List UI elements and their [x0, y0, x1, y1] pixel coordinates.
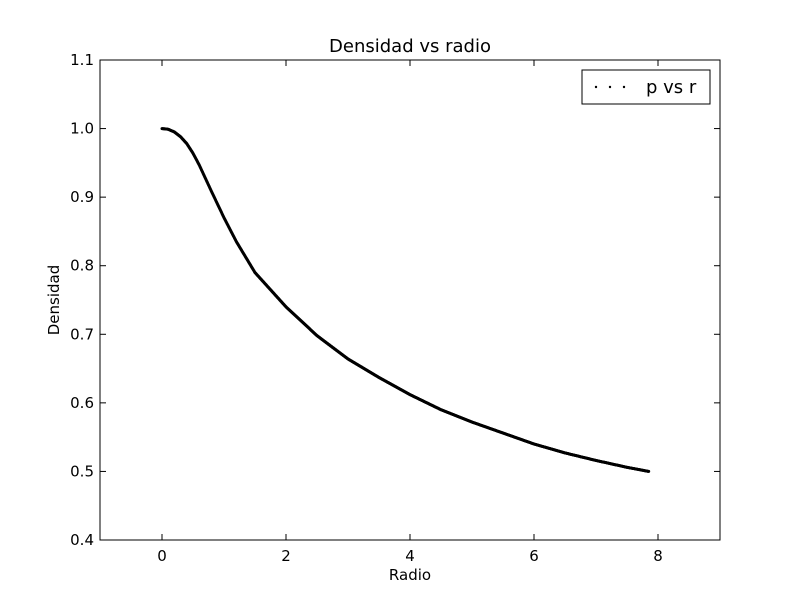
- x-tick-label: 6: [529, 547, 539, 565]
- axis-ticks: 0 2 4 6 8 0.4 0.5 0.6 0.7 0.8 0.9 1.0 1.1: [70, 51, 720, 565]
- legend-marker-dot: [608, 85, 612, 89]
- legend-marker-dot: [594, 85, 598, 89]
- legend-box: [581, 69, 711, 105]
- y-tick-label: 0.4: [70, 531, 94, 549]
- x-tick-label: 8: [653, 547, 663, 565]
- x-tick-label: 0: [157, 547, 167, 565]
- y-tick-label: 0.9: [70, 188, 94, 206]
- y-axis-label: Densidad: [45, 265, 63, 336]
- y-tick-label: 1.0: [70, 120, 94, 138]
- legend-entry-label: p vs r: [646, 77, 697, 98]
- plot-frame: [99, 59, 721, 541]
- x-tick-label: 4: [405, 547, 415, 565]
- data-point: [647, 469, 651, 473]
- y-tick-label: 0.6: [70, 394, 94, 412]
- x-axis-label: Radio: [389, 566, 431, 584]
- legend-marker-dot: [622, 85, 626, 89]
- y-tick-label: 0.8: [70, 257, 94, 275]
- y-tick-label: 0.5: [70, 462, 94, 480]
- series-points: [160, 127, 651, 473]
- chart-title: Densidad vs radio: [329, 36, 491, 57]
- y-tick-label: 1.1: [70, 51, 94, 69]
- legend: p vs r: [581, 69, 711, 105]
- x-tick-label: 2: [281, 547, 291, 565]
- series-layer: [160, 127, 651, 473]
- y-tick-label: 0.7: [70, 325, 94, 343]
- legend-marker: [594, 85, 626, 89]
